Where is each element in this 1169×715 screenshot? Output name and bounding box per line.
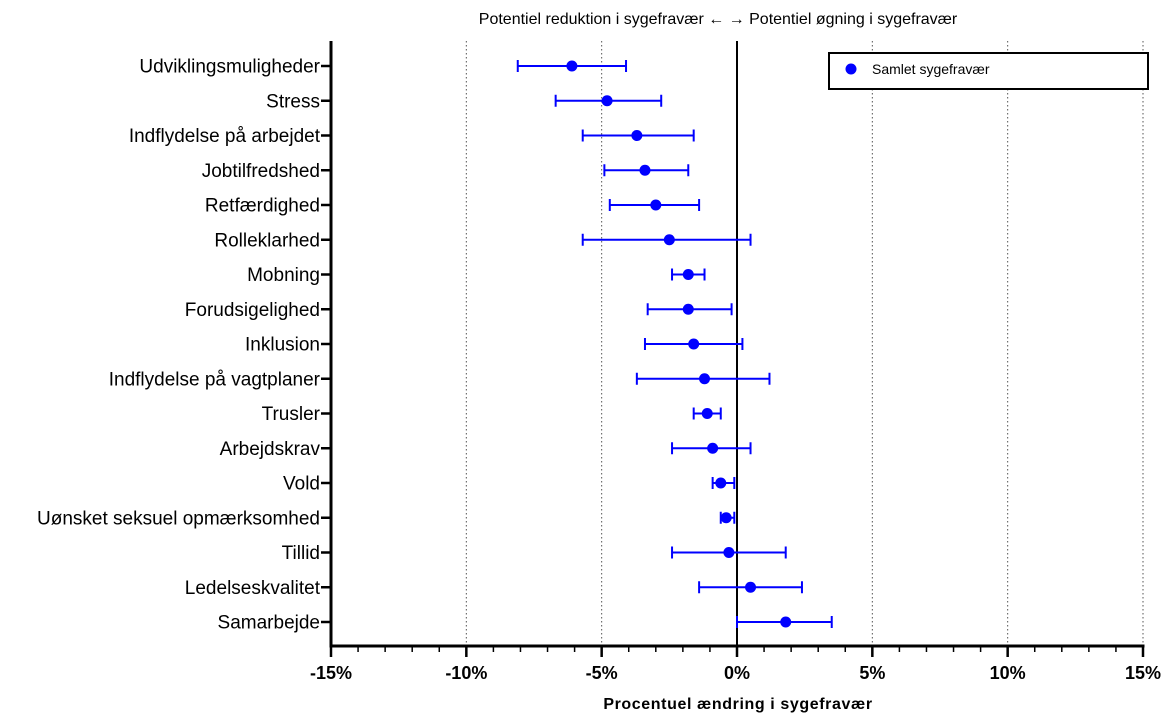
top-annotation: Potentiel reduktion i sygefravær ← → Pot…: [479, 11, 958, 28]
x-tick-label: -5%: [586, 663, 618, 683]
grid-lines: [465, 41, 1144, 646]
data-point: [701, 408, 713, 419]
data-point: [650, 199, 662, 211]
data-point: [723, 547, 735, 558]
category-label: Jobtilfredshed: [202, 161, 320, 182]
category-label: Indflydelse på vagtplaner: [109, 369, 321, 390]
data-point: [699, 373, 711, 385]
data-point: [707, 442, 719, 454]
category-label: Trusler: [262, 404, 321, 425]
category-label: Retfærdighed: [205, 196, 320, 217]
x-tick-label: 15%: [1125, 663, 1161, 683]
category-label: Vold: [283, 474, 320, 495]
category-label: Forudsigelighed: [185, 300, 320, 321]
category-label: Uønsket seksuel opmærksomhed: [37, 508, 320, 529]
category-label: Stress: [266, 91, 320, 112]
data-point: [780, 616, 792, 628]
data-point: [566, 60, 578, 72]
category-label: Udviklingsmuligheder: [139, 57, 320, 78]
legend-entry-samlet-sygefravaer: Samlet sygefravær: [872, 61, 990, 77]
category-label: Arbejdskrav: [220, 439, 321, 460]
category-label: Rolleklarhed: [214, 230, 320, 251]
data-point: [688, 338, 700, 350]
category-label: Tillid: [282, 543, 320, 564]
x-tick-label: -10%: [445, 663, 487, 683]
category-label: Inklusion: [245, 335, 320, 356]
data-point: [663, 234, 675, 246]
x-tick-label: -15%: [310, 663, 352, 683]
y-axis-category-labels: Udviklingsmuligheder Stress Indflydelse på…: [37, 57, 321, 634]
data-point: [639, 164, 651, 176]
category-label: Ledelseskvalitet: [185, 578, 321, 599]
x-axis-ticks: -15% -10% -5% 0% 5% 10% 15%: [310, 646, 1161, 683]
data-point: [682, 303, 694, 315]
category-label: Samarbejde: [218, 613, 320, 634]
data-point: [720, 512, 732, 524]
data-point: [601, 95, 613, 107]
legend-marker: [845, 63, 857, 75]
data-point: [682, 269, 694, 280]
data-point: [631, 130, 643, 141]
x-axis-title: Procentuel ændring i sygefravær: [603, 696, 872, 713]
data-point: [715, 477, 727, 489]
x-tick-label: 5%: [859, 663, 885, 683]
category-label: Mobning: [247, 265, 320, 286]
x-tick-label: 10%: [990, 663, 1026, 683]
data-point: [745, 581, 757, 593]
legend: Samlet sygefravær: [828, 52, 1149, 90]
data-marks: [516, 60, 833, 628]
x-tick-label: 0%: [724, 663, 750, 683]
category-label: Indflydelse på arbejdet: [129, 126, 321, 147]
legend-box: [828, 52, 1149, 90]
